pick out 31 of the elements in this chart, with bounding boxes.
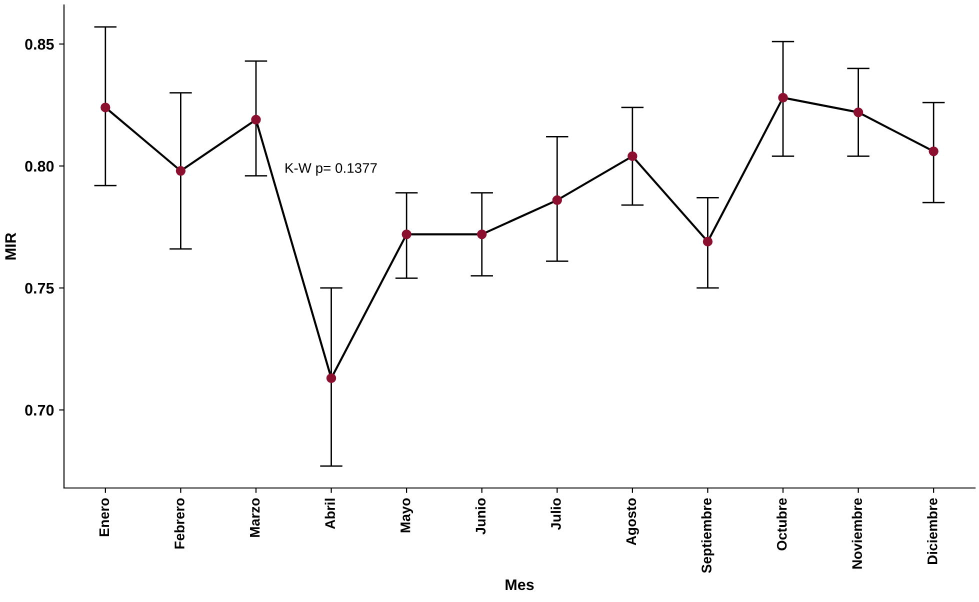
- x-tick-label: Noviembre: [852, 498, 862, 569]
- point: [853, 107, 864, 118]
- y-tick-label: 0.80: [25, 160, 54, 172]
- x-tick-label: Mayo: [400, 498, 414, 532]
- point: [100, 102, 110, 112]
- x-tick-label: Agosto: [626, 498, 639, 546]
- y-tick-label: 0.75: [25, 282, 54, 294]
- point: [778, 92, 788, 103]
- annotation: K-W p= 0.1377: [286, 163, 377, 176]
- point: [176, 166, 186, 176]
- point: [628, 151, 638, 162]
- x-tick-label: Diciembre: [927, 498, 938, 564]
- y-axis-title: MIR: [5, 232, 16, 260]
- x-tick-label: Junio: [475, 498, 486, 535]
- point: [251, 114, 261, 125]
- y-tick-label: 0.85: [25, 38, 54, 50]
- x-tick-label: Julio: [550, 498, 561, 530]
- x-tick-label: Septiembre: [701, 498, 714, 573]
- point: [402, 229, 412, 240]
- point: [702, 236, 713, 246]
- x-tick-label: Marzo: [250, 498, 260, 537]
- x-tick-label: Abril: [324, 498, 336, 530]
- x-tick-label: Octubre: [776, 498, 787, 550]
- x-tick-label: Enero: [99, 498, 110, 536]
- x-tick-label: Febrero: [174, 498, 184, 548]
- point: [928, 146, 938, 156]
- point: [476, 229, 487, 240]
- point: [552, 195, 562, 206]
- y-tick-label: 0.70: [25, 404, 54, 416]
- x-axis-title: Mes: [506, 579, 534, 590]
- point: [326, 373, 336, 384]
